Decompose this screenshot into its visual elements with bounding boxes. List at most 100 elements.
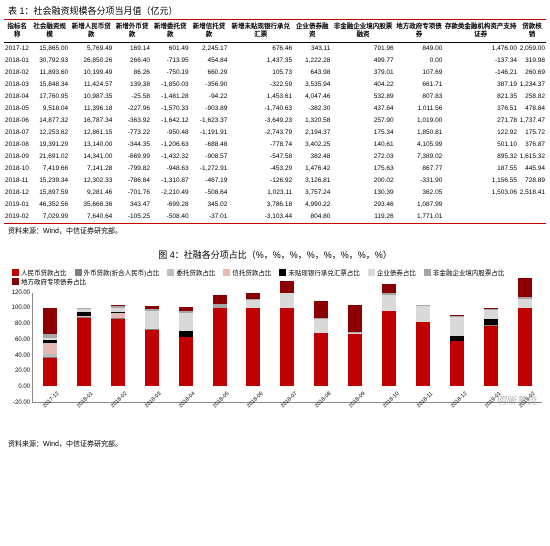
table-cell: -1,642.12 [151, 115, 190, 127]
table-cell: 260.69 [518, 67, 546, 79]
stacked-bar [179, 307, 193, 386]
col-header: 指标名称 [4, 20, 30, 43]
table-cell: 2018-01 [4, 55, 30, 67]
table-cell: -94.22 [190, 91, 229, 103]
table-cell: 1,453.61 [228, 91, 293, 103]
table-cell: 12,861.15 [69, 127, 113, 139]
bar-segment [213, 295, 227, 304]
chart-legend: 人民币贷款占比外币贷款(折合人民币)占比委托贷款占比信托贷款占比未贴现银行承兑汇… [8, 267, 542, 289]
table-cell: 362.05 [395, 187, 444, 199]
table-cell: 7,141.28 [69, 163, 113, 175]
table-cell: 7,419.66 [30, 163, 69, 175]
table-cell: 404.22 [331, 79, 394, 91]
table-row: 2018-0614,877.3216,787.34-363.92-1,642.1… [4, 115, 546, 127]
table-cell: -786.84 [113, 175, 151, 187]
table-cell: 376.87 [518, 139, 546, 151]
stacked-bar [484, 308, 498, 387]
bar-segment [213, 308, 227, 387]
table-cell: -37.01 [190, 211, 229, 224]
table-cell: 0.00 [395, 55, 444, 67]
bar-segment [450, 317, 464, 336]
table-row: 2018-0417,760.9510,987.35-25.58-1,481.28… [4, 91, 546, 103]
bar-segment [518, 278, 532, 298]
table-cell: -356.90 [190, 79, 229, 91]
table-cell: -1,570.33 [151, 103, 190, 115]
table-cell: 2018-10 [4, 163, 30, 175]
table-cell: -227.96 [113, 103, 151, 115]
table-cell: 15,865.00 [30, 42, 69, 55]
table-cell: -699.28 [151, 199, 190, 211]
legend-swatch [368, 269, 375, 276]
x-axis: 2017-122018-012018-022018-032018-042018-… [32, 405, 542, 411]
table-row: 2018-0819,391.2913,140.00-344.35-1,206.6… [4, 139, 546, 151]
table-cell: 175.34 [331, 127, 394, 139]
table-cell: 2018-12 [4, 187, 30, 199]
table-cell: 35,668.36 [69, 199, 113, 211]
table-cell: -344.35 [113, 139, 151, 151]
legend-item: 人民币贷款占比 [12, 269, 67, 278]
table-cell: -363.92 [113, 115, 151, 127]
chart-source: 资料来源：Wind，中信证券研究部。 [0, 437, 550, 457]
table-cell: 105.73 [228, 67, 293, 79]
bar-segment [280, 293, 294, 307]
table-cell: 5,769.49 [69, 42, 113, 55]
table-cell: 1,476.00 [443, 42, 518, 55]
stacked-bar [314, 301, 328, 386]
stacked-bar [518, 278, 532, 386]
stacked-bar [43, 308, 57, 387]
table-cell: -713.95 [151, 55, 190, 67]
table-cell: 1,222.28 [293, 55, 331, 67]
table-cell: 7,029.99 [30, 211, 69, 224]
bar-segment [416, 306, 430, 323]
col-header: 企业债券融资 [293, 20, 331, 43]
table-row: 2019-027,029.997,640.64-105.25-508.40-37… [4, 211, 546, 224]
table-cell: 2018-03 [4, 79, 30, 91]
table-cell: 122.92 [443, 127, 518, 139]
table-cell: 7,640.64 [69, 211, 113, 224]
table-cell: 345.02 [190, 199, 229, 211]
table-cell: 1,234.37 [518, 79, 546, 91]
table-cell: 1,771.01 [395, 211, 444, 224]
col-header: 新增人民币贷款 [69, 20, 113, 43]
table-cell: 895.32 [443, 151, 518, 163]
stacked-bar [213, 295, 227, 386]
table-cell: 1,156.55 [443, 175, 518, 187]
table-cell: 1,023.11 [228, 187, 293, 199]
table-cell: 19,391.29 [30, 139, 69, 151]
table-cell: 1,737.47 [518, 115, 546, 127]
table-cell: 46,352.56 [30, 199, 69, 211]
table-cell: 2,245.17 [190, 42, 229, 55]
table-row: 2018-0211,893.6010,199.4986.26-750.19660… [4, 67, 546, 79]
y-tick: -20.00 [13, 400, 30, 406]
table-cell: -1,740.63 [228, 103, 293, 115]
y-tick: 120.00 [12, 290, 30, 296]
table-cell: 12,253.62 [30, 127, 69, 139]
bar-segment [348, 334, 362, 386]
table-cell: 272.03 [331, 151, 394, 163]
table-cell: 3,126.81 [293, 175, 331, 187]
y-tick: 100.00 [12, 305, 30, 311]
table-cell: -1,623.37 [190, 115, 229, 127]
table-cell: -2,743.79 [228, 127, 293, 139]
table-cell: 86.26 [113, 67, 151, 79]
table-cell: 30,792.93 [30, 55, 69, 67]
table-cell: 4,105.99 [395, 139, 444, 151]
bar-segment [348, 305, 362, 332]
table-cell: 532.89 [331, 91, 394, 103]
table-cell: 643.98 [293, 67, 331, 79]
table-cell: -1,432.32 [151, 151, 190, 163]
table-cell: 2,059.00 [518, 42, 546, 55]
table-cell: 2,194.37 [293, 127, 331, 139]
table-cell: 4,990.22 [293, 199, 331, 211]
table-cell: 791.96 [331, 42, 394, 55]
table-row: 2018-0712,253.6212,861.15-773.22-950.48-… [4, 127, 546, 139]
bar-segment [382, 284, 396, 293]
legend-swatch [279, 269, 286, 276]
table-cell: 2018-11 [4, 175, 30, 187]
table-cell: -903.89 [190, 103, 229, 115]
table-cell: 26,850.26 [69, 55, 113, 67]
stacked-bar [450, 315, 464, 386]
stacked-bar [382, 284, 396, 386]
table-cell [443, 199, 518, 211]
table-cell: 2018-02 [4, 67, 30, 79]
